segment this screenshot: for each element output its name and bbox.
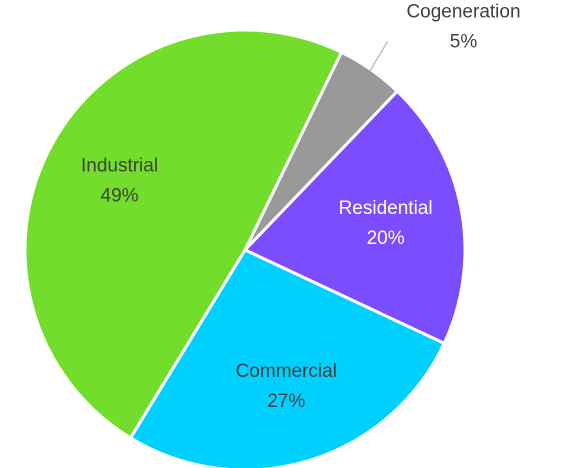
pie-slice bbox=[242, 89, 467, 346]
leader-line bbox=[369, 41, 388, 72]
category-label: Cogeneration bbox=[406, 2, 520, 23]
value-label: 27% bbox=[267, 391, 305, 412]
value-label: 20% bbox=[367, 228, 405, 249]
value-label: 49% bbox=[101, 185, 139, 206]
pie-slice bbox=[23, 28, 344, 440]
category-label: Commercial bbox=[236, 361, 337, 382]
value-label: 5% bbox=[450, 32, 478, 53]
category-label: Residential bbox=[339, 198, 433, 219]
pie-slice bbox=[128, 248, 447, 468]
category-label: Industrial bbox=[81, 155, 158, 176]
